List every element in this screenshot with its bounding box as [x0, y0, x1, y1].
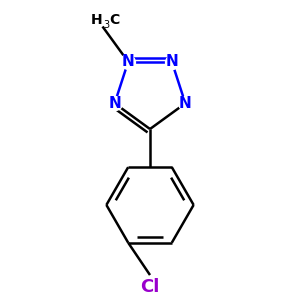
Text: Cl: Cl — [140, 278, 160, 296]
Text: H: H — [91, 13, 103, 26]
Text: C: C — [110, 13, 120, 26]
Text: N: N — [122, 54, 134, 69]
Text: 3: 3 — [103, 20, 109, 30]
Text: N: N — [108, 96, 121, 111]
Text: N: N — [179, 96, 192, 111]
Text: N: N — [166, 54, 178, 69]
